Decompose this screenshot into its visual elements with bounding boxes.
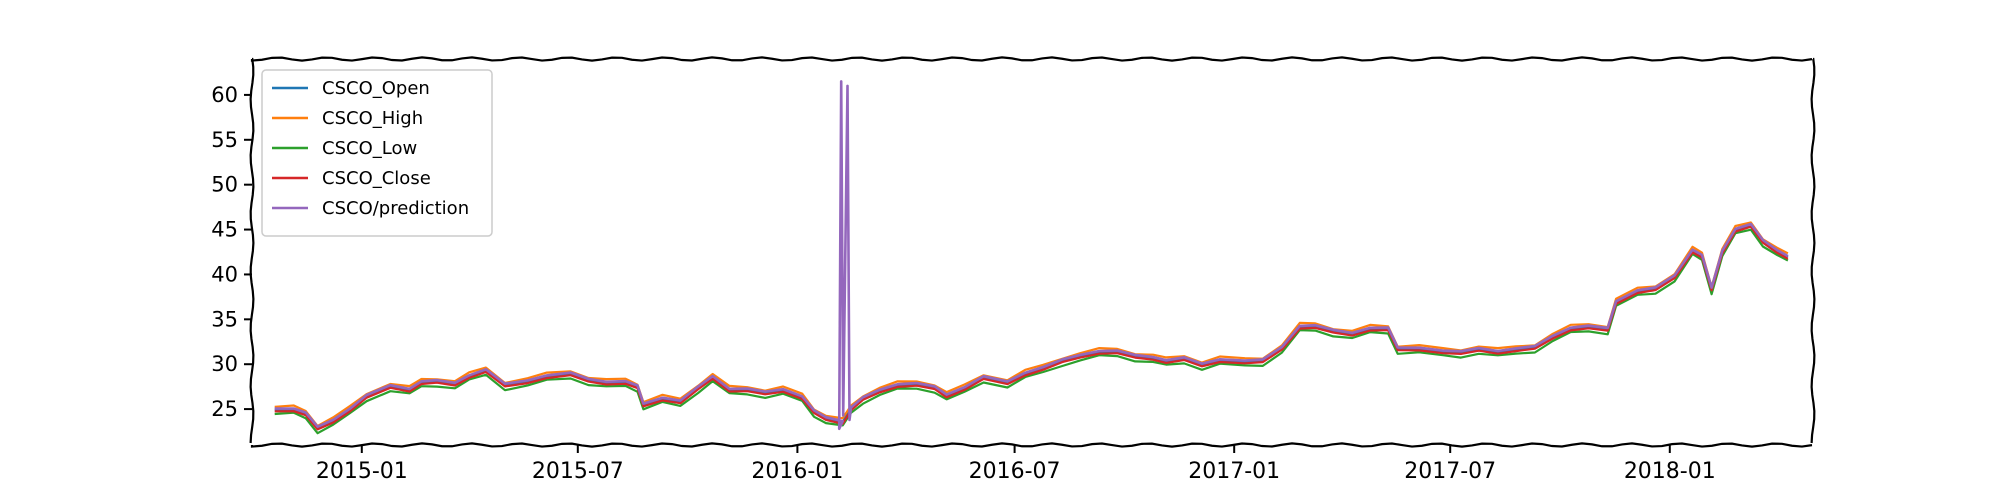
x-tick-label: 2017-01 <box>1188 459 1280 484</box>
y-tick-label: 30 <box>211 352 238 376</box>
series-line-csco-open <box>274 223 1789 429</box>
x-tick-label: 2016-01 <box>751 459 843 484</box>
y-axis: 25 30 35 40 45 50 55 60 <box>211 83 252 421</box>
y-tick-label: 55 <box>211 128 238 152</box>
y-tick-label: 40 <box>211 262 238 286</box>
series-line-csco-close <box>274 225 1789 431</box>
legend-entry: CSCO_Low <box>322 138 417 159</box>
frame-top <box>250 56 1813 62</box>
frame-left <box>249 57 255 444</box>
legend: CSCO_Open CSCO_High CSCO_Low CSCO_Close CSCO… <box>261 69 493 237</box>
series-line-csco-low <box>274 228 1789 435</box>
legend-entry: CSCO_Open <box>322 78 430 99</box>
y-tick-label: 45 <box>211 218 238 242</box>
frame-right <box>1810 57 1816 444</box>
x-axis: 2015-01 2015-07 2016-01 2016-07 2017-01 2017-… <box>316 445 1716 484</box>
legend-box <box>261 69 493 237</box>
x-tick-label: 2015-01 <box>316 459 408 484</box>
x-tick-label: 2016-07 <box>969 459 1061 484</box>
y-tick-label: 50 <box>211 173 238 197</box>
legend-entry: CSCO_Close <box>322 168 431 189</box>
x-tick-label: 2017-07 <box>1404 459 1496 484</box>
legend-entry: CSCO/prediction <box>322 198 469 219</box>
y-tick-label: 60 <box>211 83 238 107</box>
y-tick-label: 25 <box>211 397 238 421</box>
legend-entry: CSCO_High <box>322 108 423 129</box>
x-tick-label: 2018-01 <box>1624 459 1716 484</box>
series-line-csco-high <box>274 221 1789 428</box>
y-tick-label: 35 <box>211 307 238 331</box>
x-tick-label: 2015-07 <box>532 459 624 484</box>
series-line-csco-prediction <box>274 80 1789 431</box>
series-layer <box>274 80 1789 435</box>
plot-frame <box>249 56 1816 448</box>
frame-bottom <box>250 442 1813 448</box>
